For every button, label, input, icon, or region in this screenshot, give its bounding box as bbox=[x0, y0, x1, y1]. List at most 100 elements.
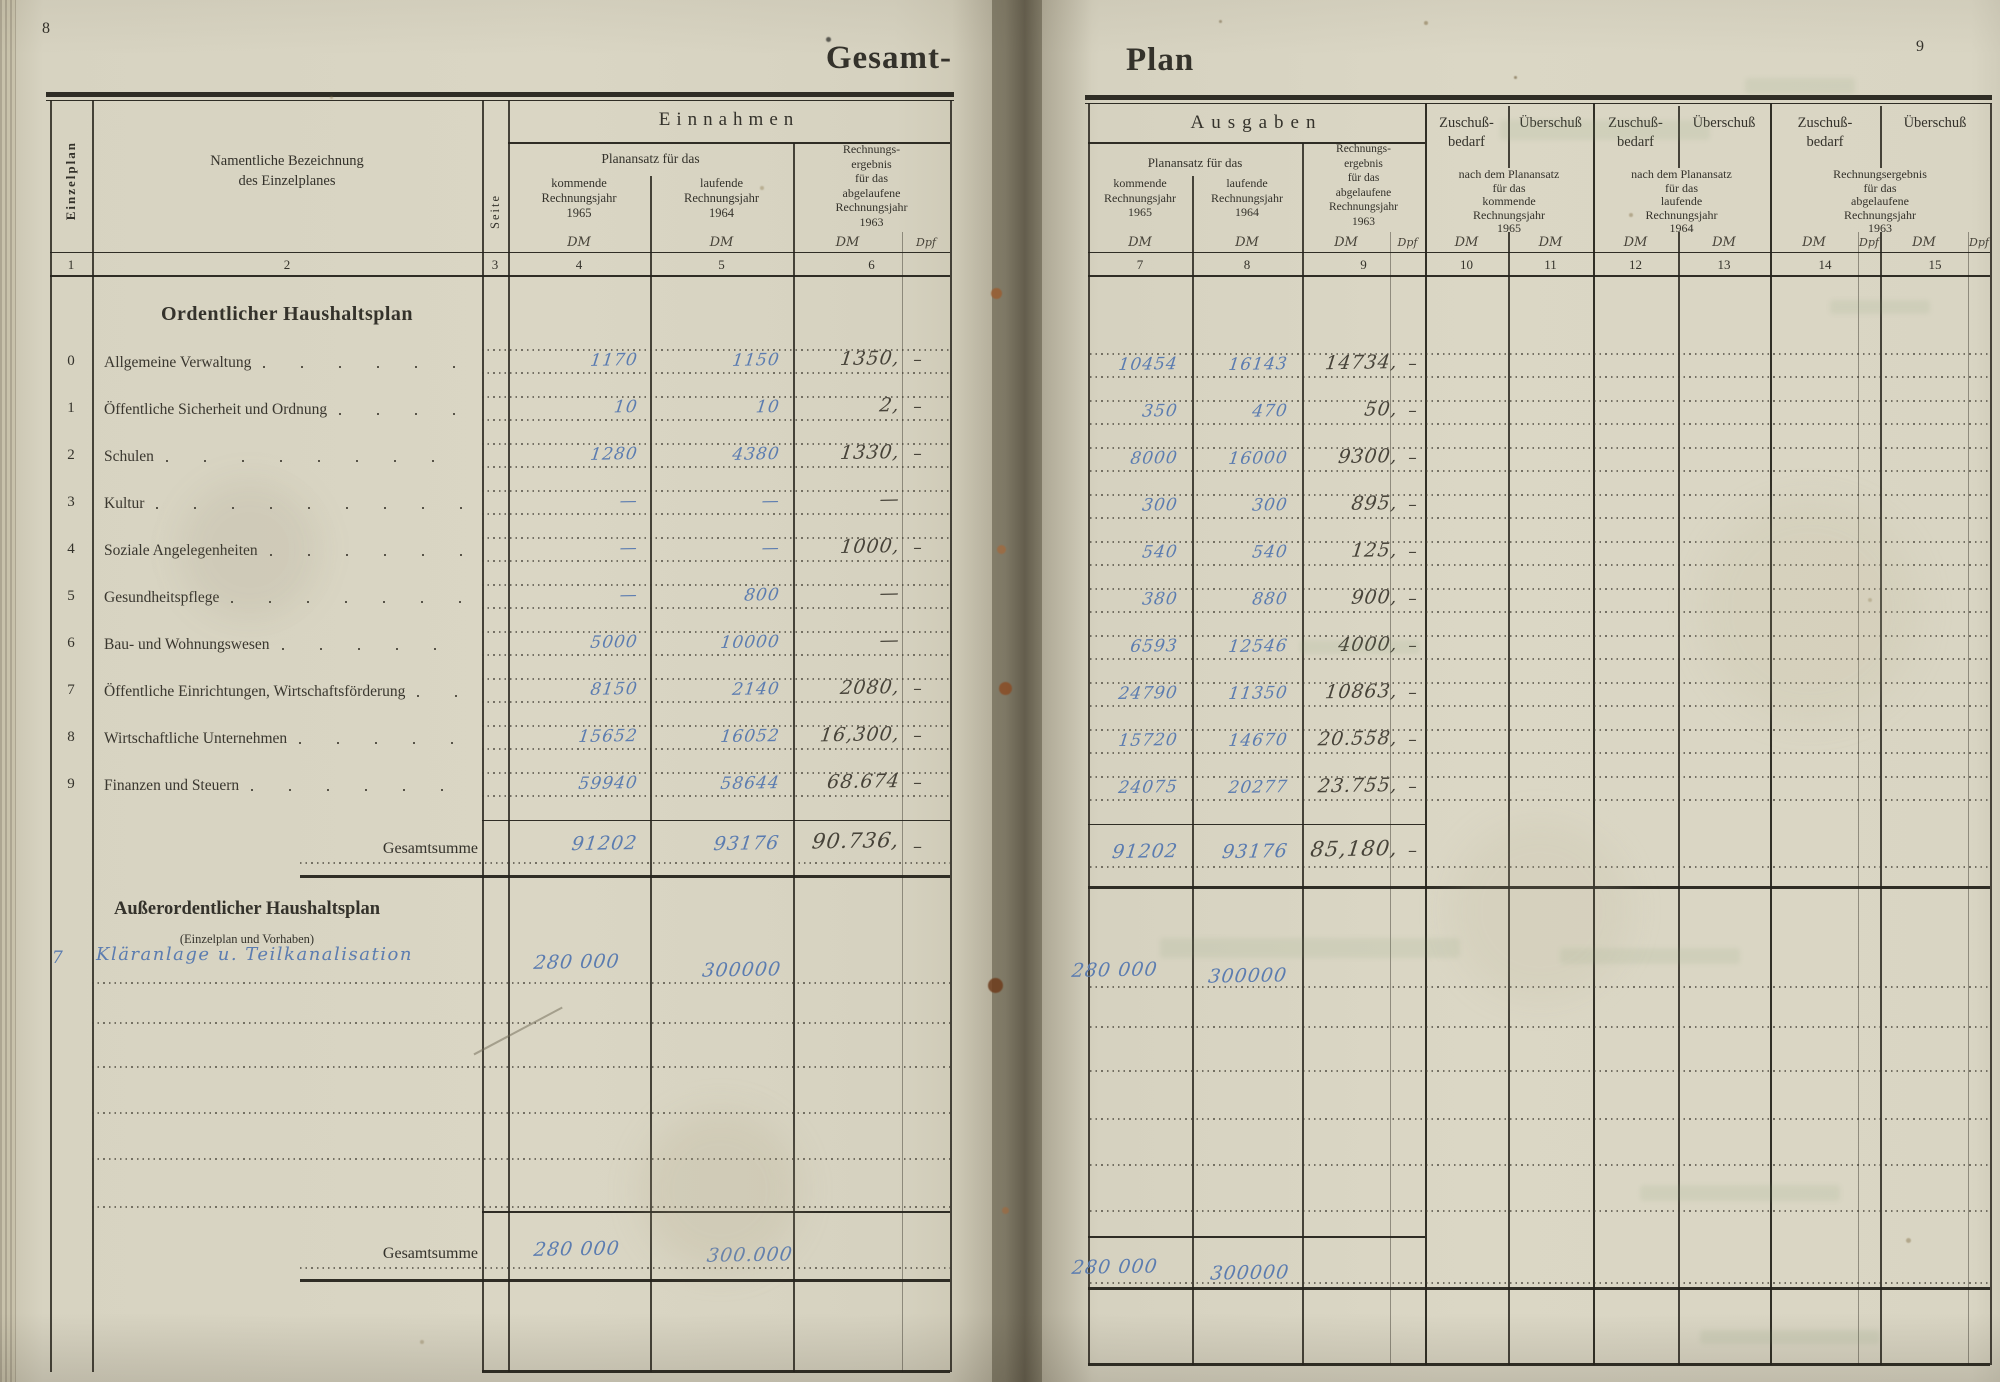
cell-ausgaben-1963-dpf: – bbox=[1408, 730, 1418, 750]
cell-ausgaben-1965: 10454 bbox=[1117, 354, 1179, 376]
cell-ausgaben-1965: 24790 bbox=[1117, 683, 1179, 705]
grid-line-vertical bbox=[1508, 106, 1510, 168]
section-ausserordentlich-sub: (Einzelplan und Vorhaben) bbox=[92, 930, 402, 948]
dotted-writing-line bbox=[482, 795, 950, 797]
foxing-speck bbox=[988, 978, 1003, 993]
cell-einnahmen-1965: 5000 bbox=[589, 632, 639, 653]
row-label-text: Schulen bbox=[104, 448, 154, 465]
row-label-text: Soziale Angelegenheiten bbox=[104, 542, 258, 559]
col7-l2: Rechnungsjahr bbox=[1104, 190, 1176, 205]
cell-einnahmen-1964: 58644 bbox=[719, 773, 781, 795]
cell-einnahmen-1965: — bbox=[618, 585, 639, 606]
row-label: Wirtschaftliche Unternehmen bbox=[104, 726, 478, 748]
einnahmen-header: Einnahmen bbox=[508, 106, 950, 134]
dotted-writing-line bbox=[1090, 447, 1988, 449]
dotted-writing-line bbox=[482, 748, 950, 750]
einzelplan-label: Einzelplan bbox=[63, 141, 78, 221]
grid-line-horizontal bbox=[1088, 142, 1425, 144]
grid-line-horizontal bbox=[1088, 275, 1990, 277]
dotted-writing-line bbox=[1090, 494, 1988, 496]
grid-line-vertical bbox=[50, 100, 52, 1372]
cell-einnahmen-1964: 2140 bbox=[731, 679, 781, 700]
dotted-writing-line bbox=[1090, 400, 1988, 402]
grid-line-vertical bbox=[1880, 232, 1882, 1365]
cell-einnahmen-1965: 10 bbox=[612, 397, 639, 418]
cell-ausgaben-1963-dpf: – bbox=[1408, 777, 1418, 797]
col-number: 5 bbox=[718, 256, 725, 272]
page-number-left: 8 bbox=[42, 20, 50, 37]
dotted-writing-line bbox=[482, 701, 950, 703]
total-e63: 90.736, bbox=[810, 828, 901, 854]
col6-l4: abgelaufene bbox=[842, 185, 901, 200]
foxing-speck bbox=[991, 288, 1002, 299]
col4-l3: 1965 bbox=[566, 206, 592, 220]
dotted-writing-line bbox=[92, 1066, 950, 1068]
col-number: 8 bbox=[1243, 256, 1251, 272]
cell-einnahmen-1964: 800 bbox=[742, 585, 781, 606]
dotted-writing-line bbox=[1090, 1164, 1988, 1166]
cell-einnahmen-1963: 2, bbox=[878, 394, 902, 417]
grid-line-horizontal bbox=[46, 100, 954, 102]
dotted-writing-line bbox=[1090, 423, 1988, 425]
zuschussbedarf-header: Zuschuß-bedarf bbox=[1770, 107, 1880, 159]
cell-ausgaben-1965: 8000 bbox=[1129, 448, 1179, 469]
group-subheader-line: Rechnungsjahr bbox=[1473, 207, 1545, 222]
unit-dm-label: DM bbox=[1454, 234, 1479, 250]
unit-dm-label: DM bbox=[1802, 234, 1826, 250]
col6-header: Rechnungs- ergebnis für das abgelaufene … bbox=[793, 142, 950, 229]
group-subheader-line: 1965 bbox=[1497, 221, 1521, 235]
dotted-writing-line bbox=[1090, 517, 1988, 519]
dotted-writing-line bbox=[482, 725, 950, 727]
dotted-writing-line bbox=[482, 396, 950, 398]
col-number: 10 bbox=[1460, 256, 1473, 272]
cell-ausgaben-1963-dpf: – bbox=[1408, 636, 1418, 656]
row-label: Allgemeine Verwaltung bbox=[104, 350, 478, 372]
col9-l4: abgelaufene bbox=[1335, 186, 1392, 199]
cell-ausgaben-1963-dpf: – bbox=[1408, 589, 1418, 609]
cell-ausgaben-1963-dpf: – bbox=[1408, 354, 1418, 374]
dotted-writing-line bbox=[482, 513, 950, 515]
grid-line-horizontal bbox=[1088, 886, 1990, 890]
cell-ausgaben-1965: 6593 bbox=[1129, 636, 1179, 657]
dotted-writing-line bbox=[1090, 470, 1988, 472]
dotted-writing-line bbox=[300, 862, 950, 864]
grid-line-vertical bbox=[1192, 176, 1194, 1365]
dotted-writing-line bbox=[482, 443, 950, 445]
paper-stain bbox=[1700, 500, 1920, 720]
cell-einnahmen-1963-dpf: – bbox=[913, 726, 923, 746]
row-label-text: Kultur bbox=[104, 495, 145, 512]
bleedthrough-ghost bbox=[1700, 1330, 1880, 1344]
grid-line-vertical bbox=[793, 143, 795, 1372]
cell-einnahmen-1964: 10 bbox=[754, 397, 781, 418]
dotted-writing-line bbox=[482, 466, 950, 468]
row-einzelplan-nr: 0 bbox=[67, 352, 75, 369]
col9-l1: Rechnungs- bbox=[1336, 143, 1391, 155]
foxing-speck bbox=[826, 37, 831, 42]
cell-einnahmen-1963: 16,300, bbox=[818, 723, 902, 747]
cell-ausgaben-1963-dpf: – bbox=[1408, 542, 1418, 562]
grid-line-horizontal bbox=[482, 820, 950, 822]
cell-einnahmen-1964: 16052 bbox=[719, 726, 781, 748]
row-einzelplan-nr: 8 bbox=[67, 728, 75, 745]
cell-ausgaben-1964: 12546 bbox=[1227, 636, 1289, 658]
cell-einnahmen-1963: 1330, bbox=[838, 441, 902, 465]
unit-dm-label: DM bbox=[1712, 234, 1736, 250]
cell-einnahmen-1963: — bbox=[878, 629, 902, 652]
cell-ausgaben-1963: 50, bbox=[1363, 398, 1400, 421]
cell-einnahmen-1964: 4380 bbox=[731, 444, 781, 465]
col7-l3: 1965 bbox=[1128, 205, 1152, 219]
cell-einnahmen-1964: 10000 bbox=[719, 632, 781, 654]
gesamtsumme1-label: Gesamtsumme bbox=[382, 840, 478, 857]
bleedthrough-ghost bbox=[1500, 120, 1710, 140]
seite-col-header: Seite bbox=[482, 168, 508, 254]
grid-line-horizontal bbox=[1088, 824, 1425, 826]
row-label-text: Gesundheitspflege bbox=[104, 589, 220, 606]
row-label-text: Wirtschaftliche Unternehmen bbox=[104, 730, 288, 747]
grid-line-horizontal bbox=[46, 92, 954, 97]
row-label: Gesundheitspflege bbox=[104, 585, 478, 607]
col6-l2: ergebnis bbox=[851, 156, 892, 171]
group-subheader-line: laufende bbox=[1660, 194, 1703, 208]
col5-l2: Rechnungsjahr bbox=[684, 191, 759, 205]
cell-ausgaben-1964: 880 bbox=[1250, 589, 1289, 610]
